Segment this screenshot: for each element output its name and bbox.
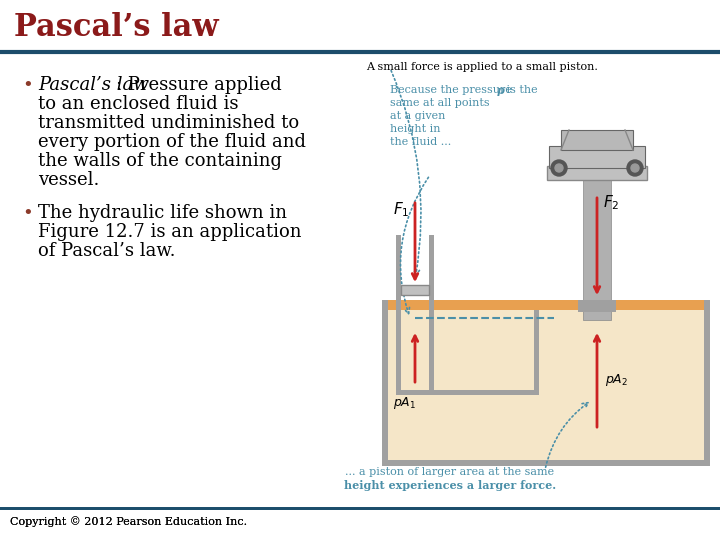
Text: $F_1$: $F_1$	[393, 200, 410, 219]
Text: •: •	[22, 204, 32, 222]
Bar	[583, 180, 611, 320]
Circle shape	[631, 164, 639, 172]
Text: Because the pressure: Because the pressure	[390, 85, 516, 95]
Text: same at all points: same at all points	[390, 98, 490, 108]
Text: transmitted undiminished to: transmitted undiminished to	[38, 114, 299, 132]
Bar	[388, 310, 704, 460]
Bar	[382, 300, 388, 466]
Text: p: p	[497, 85, 505, 96]
Bar	[388, 300, 704, 310]
Text: is the: is the	[503, 85, 538, 95]
Bar	[401, 285, 429, 295]
Text: $pA_2$: $pA_2$	[605, 372, 628, 388]
Text: the fluid ...: the fluid ...	[390, 137, 451, 147]
Text: vessel.: vessel.	[38, 171, 99, 189]
Text: height in: height in	[390, 124, 441, 134]
Bar	[429, 235, 434, 320]
Text: at a given: at a given	[390, 111, 446, 121]
Text: the walls of the containing: the walls of the containing	[38, 152, 282, 170]
Text: every portion of the fluid and: every portion of the fluid and	[38, 133, 306, 151]
Bar	[704, 300, 710, 466]
Text: : Pressure applied: : Pressure applied	[116, 76, 282, 94]
Text: height experiences a larger force.: height experiences a larger force.	[344, 480, 556, 491]
Circle shape	[555, 164, 563, 172]
Circle shape	[551, 160, 567, 176]
Text: A small force is applied to a small piston.: A small force is applied to a small pist…	[366, 62, 598, 72]
Bar	[382, 460, 710, 466]
Text: •: •	[22, 76, 32, 94]
Bar	[396, 310, 401, 390]
Text: Copyright © 2012 Pearson Education Inc.: Copyright © 2012 Pearson Education Inc.	[10, 516, 247, 527]
Text: Copyright © 2012 Pearson Education Inc.: Copyright © 2012 Pearson Education Inc.	[10, 516, 247, 527]
Bar	[549, 146, 645, 168]
Bar	[401, 310, 429, 390]
Text: The hydraulic life shown in: The hydraulic life shown in	[38, 204, 287, 222]
Bar	[578, 300, 616, 312]
Text: of Pascal’s law.: of Pascal’s law.	[38, 242, 176, 260]
Bar	[561, 130, 633, 150]
Text: Pascal’s law: Pascal’s law	[38, 76, 148, 94]
Bar	[534, 310, 539, 395]
Bar	[429, 310, 434, 390]
Bar	[401, 235, 429, 285]
Bar	[396, 235, 401, 320]
Text: to an enclosed fluid is: to an enclosed fluid is	[38, 95, 238, 113]
Text: Pascal’s law: Pascal’s law	[14, 12, 219, 44]
Circle shape	[627, 160, 643, 176]
Bar	[547, 166, 647, 180]
Text: Figure 12.7 is an application: Figure 12.7 is an application	[38, 223, 302, 241]
Text: $pA_1$: $pA_1$	[393, 395, 416, 411]
Text: $F_2$: $F_2$	[603, 193, 619, 212]
Bar	[396, 390, 539, 395]
Text: ... a piston of larger area at the same: ... a piston of larger area at the same	[346, 467, 554, 477]
